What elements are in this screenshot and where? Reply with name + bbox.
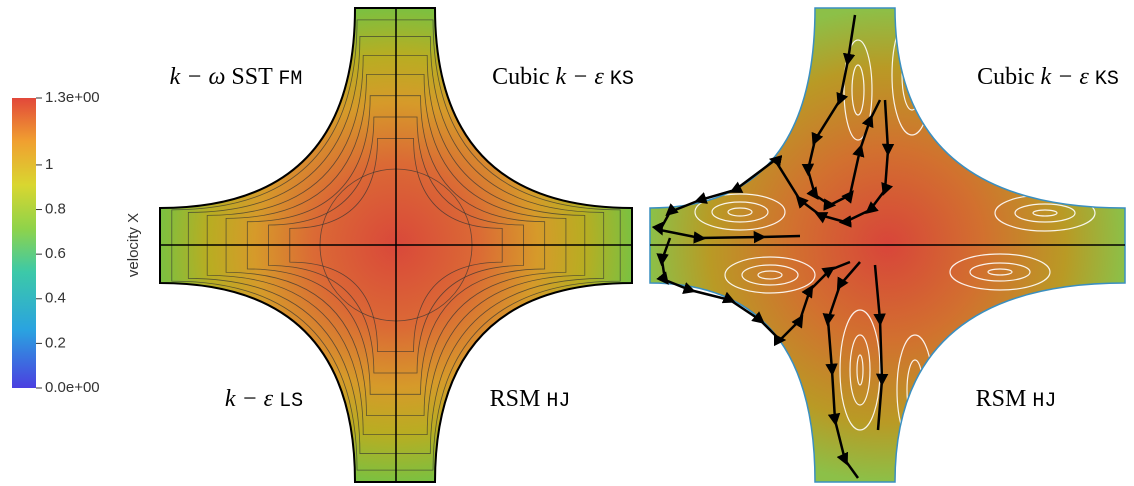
colorbar-tick-label: 0.4 [45, 290, 66, 307]
colorbar-ticks: 1.3e+00 1 0.8 0.6 0.4 0.2 0.0e+00 [36, 89, 100, 396]
model-label: k − ω SST FM [170, 64, 303, 91]
colorbar-tick-label: 1.3e+00 [45, 89, 100, 106]
model-label: RSM HJ [490, 386, 571, 413]
colorbar-tick-label: 1 [45, 156, 53, 173]
model-label: k − ε LS [225, 386, 303, 413]
colorbar-tick-label: 0.0e+00 [45, 379, 100, 396]
colorbar-tick-label: 0.8 [45, 201, 66, 218]
colorbar-tick-label: 0.6 [45, 245, 66, 262]
colorbar-title: velocity X [125, 213, 142, 277]
model-label: Cubic k − ε KS [492, 64, 634, 91]
model-label: Cubic k − ε KS [977, 64, 1119, 91]
model-label: RSM HJ [976, 386, 1057, 413]
figure: velocity X 1.3e+0010.80.60.40.20.0e+00 k [0, 0, 1134, 486]
colorbar-tick-label: 0.2 [45, 334, 66, 351]
colorbar [12, 98, 36, 388]
